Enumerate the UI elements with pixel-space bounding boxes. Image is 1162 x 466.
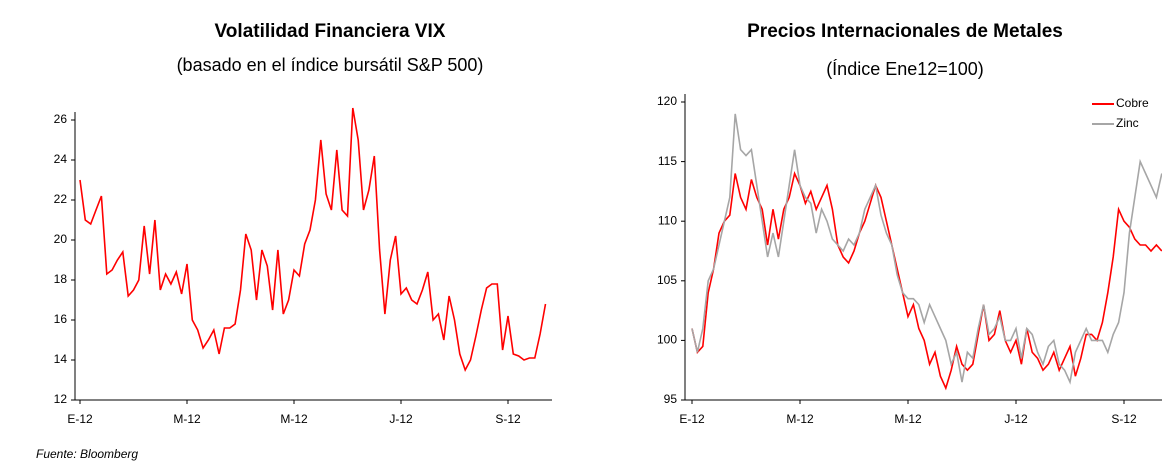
data-line [691, 171, 1162, 391]
y-tick-label: 100 [657, 333, 677, 347]
y-tick-label: 20 [54, 232, 68, 246]
y-tick-label: 16 [54, 312, 68, 326]
x-tick-label: S-12 [1111, 412, 1137, 426]
source-note: Fuente: Bloomberg [36, 447, 138, 461]
y-tick-label: 22 [54, 192, 68, 206]
chart-title: Precios Internacionales de Metales [747, 21, 1063, 42]
x-tick-label: J-12 [389, 412, 413, 426]
x-tick-label: M-12 [173, 412, 201, 426]
y-tick-label: 120 [657, 94, 677, 108]
y-tick-label: 95 [664, 392, 678, 406]
data-line [79, 107, 547, 373]
y-tick-label: 105 [657, 273, 677, 287]
x-tick-label: M-12 [786, 412, 814, 426]
x-tick-label: S-12 [495, 412, 521, 426]
y-tick-label: 115 [658, 154, 677, 168]
x-tick-label: E-12 [679, 412, 705, 426]
x-tick-label: M-12 [280, 412, 308, 426]
x-tick-label: M-12 [894, 412, 922, 426]
y-tick-label: 110 [658, 213, 677, 227]
y-tick-label: 14 [54, 352, 68, 366]
y-tick-label: 18 [54, 272, 68, 286]
chart-title: Volatilidad Financiera VIX [215, 21, 446, 42]
y-tick-label: 12 [54, 392, 68, 406]
chart-subtitle: (Índice Ene12=100) [826, 59, 984, 79]
legend-label: Zinc [1116, 116, 1139, 130]
x-tick-label: E-12 [67, 412, 93, 426]
x-tick-label: J-12 [1004, 412, 1028, 426]
y-tick-label: 24 [54, 152, 68, 166]
legend-label: Cobre [1116, 96, 1149, 110]
chart-subtitle: (basado en el índice bursátil S&P 500) [177, 55, 484, 75]
data-line [691, 113, 1162, 385]
y-tick-label: 26 [54, 112, 68, 126]
